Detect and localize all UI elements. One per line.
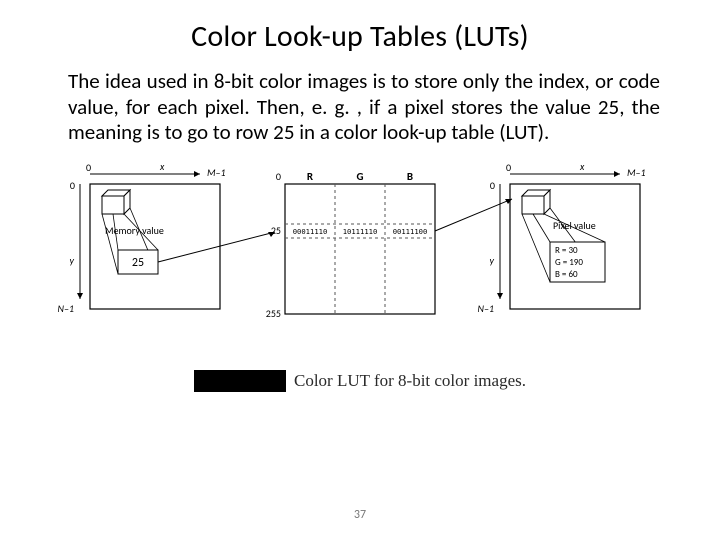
pixel-g: G = 190 xyxy=(555,257,583,268)
right-panel: 0 0 x M–1 y N–1 Pixe xyxy=(478,160,646,315)
n-minus-1-right: N–1 xyxy=(478,302,495,315)
m-minus-1-left: M–1 xyxy=(207,166,226,179)
lut-r-header: R xyxy=(307,170,314,183)
lut-bits-b: 00111100 xyxy=(393,227,428,236)
lut-b-header: B xyxy=(407,170,413,183)
lut-bits-g: 10111110 xyxy=(343,227,378,236)
x-axis-label-r: x xyxy=(579,160,585,173)
lut-g-header: G xyxy=(356,170,363,183)
lut-row-25: 25 xyxy=(271,224,281,237)
pixel-label: Pixel value xyxy=(553,219,596,232)
slide: Color Look-up Tables (LUTs) The idea use… xyxy=(0,0,720,540)
body-paragraph: The idea used in 8-bit color images is t… xyxy=(68,69,660,146)
lut-figure: 0 0 x M–1 y N–1 Memo xyxy=(50,154,670,364)
axis-zero-top: 0 xyxy=(86,161,91,174)
lut-255: 255 xyxy=(266,307,281,320)
lut-panel: 0 R G B 25 00011110 10111110 00111100 25… xyxy=(266,170,512,320)
axis-zero-top-r: 0 xyxy=(506,161,511,174)
n-minus-1-left: N–1 xyxy=(58,302,75,315)
redacted-fig-label xyxy=(194,370,286,392)
axis-zero-left-r: 0 xyxy=(490,179,495,192)
page-number: 37 xyxy=(0,508,720,522)
lut-bits-r: 00011110 xyxy=(293,227,328,236)
axis-zero-left: 0 xyxy=(70,179,75,192)
pixel-cube xyxy=(522,190,550,214)
figure-caption-row: Color LUT for 8-bit color images. xyxy=(50,370,670,392)
memory-cube xyxy=(102,190,130,214)
pixel-b: B = 60 xyxy=(555,269,578,280)
pixel-r: R = 30 xyxy=(555,245,578,256)
x-axis-label: x xyxy=(159,160,165,173)
left-panel: 0 0 x M–1 y N–1 Memo xyxy=(58,160,276,315)
y-axis-label-r: y xyxy=(490,254,495,267)
y-axis-label: y xyxy=(70,254,75,267)
memory-value: 25 xyxy=(132,256,144,270)
memory-label: Memory value xyxy=(105,224,164,237)
lut-zero: 0 xyxy=(276,170,281,183)
figure-caption: Color LUT for 8-bit color images. xyxy=(294,371,526,391)
m-minus-1-right: M–1 xyxy=(627,166,646,179)
slide-title: Color Look-up Tables (LUTs) xyxy=(50,18,670,55)
